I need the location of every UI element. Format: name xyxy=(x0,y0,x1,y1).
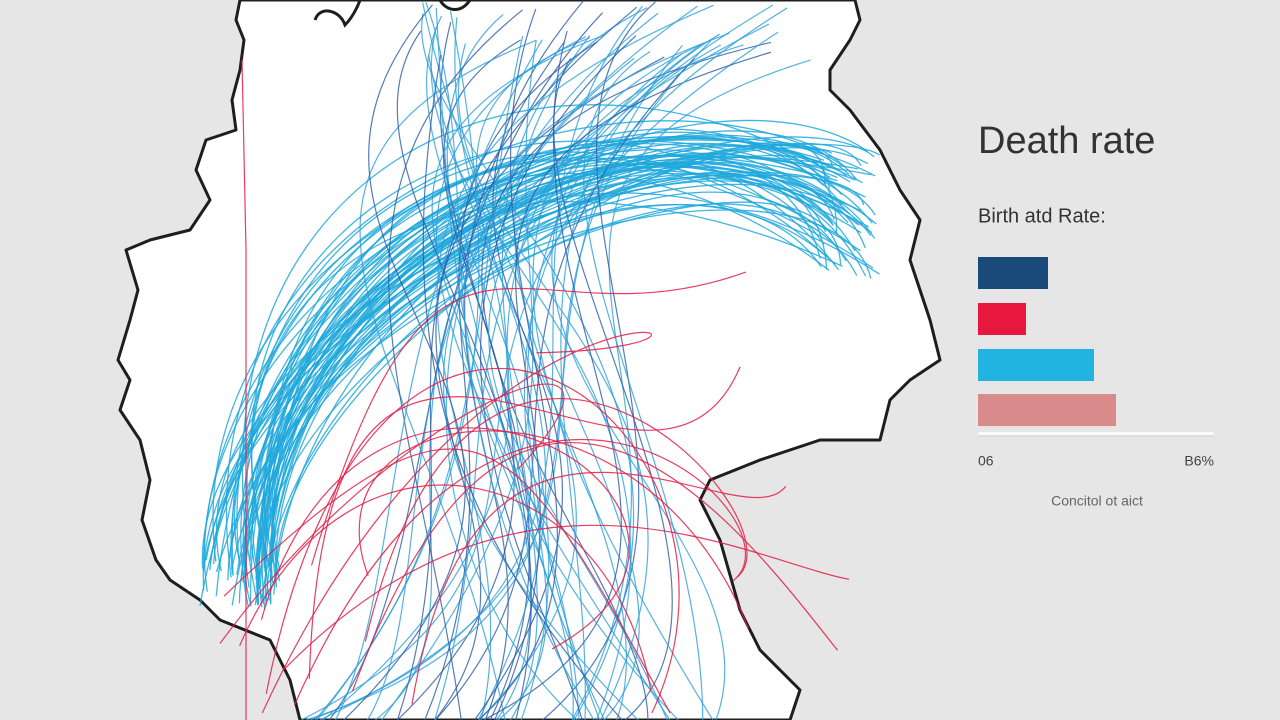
legend-caption: Concitol ot aict xyxy=(1051,493,1143,509)
flow-line xyxy=(571,59,811,720)
flow-line xyxy=(219,383,565,644)
flow-line xyxy=(445,12,659,720)
flow-lines xyxy=(199,0,881,720)
flow-line xyxy=(310,271,747,566)
coast-island xyxy=(313,0,362,28)
flow-line xyxy=(260,427,630,650)
flow-line xyxy=(425,2,595,720)
flow-line xyxy=(422,54,623,720)
flow-line xyxy=(301,31,779,720)
legend-bar xyxy=(978,394,1116,426)
flow-line xyxy=(343,4,466,720)
flow-line xyxy=(268,183,872,569)
flow-line xyxy=(293,439,746,706)
flow-line xyxy=(239,484,652,692)
flow-line xyxy=(436,4,714,720)
flow-line xyxy=(458,43,649,720)
flow-line xyxy=(310,5,644,720)
flow-line xyxy=(477,8,558,720)
flow-line xyxy=(322,37,591,720)
flow-line xyxy=(421,13,635,720)
flow-line xyxy=(263,143,881,575)
axis-end-label: B6% xyxy=(1184,453,1214,469)
flow-line xyxy=(411,471,787,705)
flow-line xyxy=(396,30,532,720)
legend-subtitle: Birth atd Rate: xyxy=(978,205,1106,227)
flow-line xyxy=(351,441,838,692)
flow-line xyxy=(255,203,858,580)
flow-line xyxy=(308,366,741,680)
flow-line xyxy=(231,139,821,576)
flow-line xyxy=(201,174,866,569)
flow-line xyxy=(209,149,821,563)
flow-line xyxy=(458,32,730,720)
flow-line xyxy=(430,26,632,720)
flow-line xyxy=(435,7,679,720)
flow-line xyxy=(261,191,847,599)
flow-line xyxy=(264,166,867,601)
legend-title: Death rate xyxy=(978,120,1155,162)
flow-line xyxy=(381,39,537,720)
flow-line xyxy=(435,36,671,720)
flow-line xyxy=(203,155,845,592)
flow-line xyxy=(359,39,536,720)
flow-line xyxy=(241,59,247,720)
flow-line xyxy=(249,163,870,561)
flow-line xyxy=(209,155,847,571)
flow-line xyxy=(264,136,875,572)
flow-line xyxy=(542,1,656,720)
flow-line xyxy=(551,53,726,720)
legend-bar xyxy=(978,257,1048,289)
flow-line xyxy=(256,131,824,604)
axis-start-label: 06 xyxy=(978,453,994,469)
flow-line xyxy=(480,35,637,720)
flow-line xyxy=(261,331,652,714)
flow-line xyxy=(506,44,744,720)
flow-line xyxy=(425,15,550,720)
flow-line xyxy=(250,140,839,566)
flow-line xyxy=(225,120,845,578)
legend-bar xyxy=(978,349,1094,381)
coast-island xyxy=(438,0,472,11)
flow-line xyxy=(483,30,622,720)
flow-line xyxy=(422,2,640,720)
flow-line xyxy=(265,368,680,714)
flow-line xyxy=(223,448,671,714)
flow-line xyxy=(583,51,704,720)
flow-line xyxy=(488,44,702,720)
flow-line xyxy=(314,35,524,720)
flow-line xyxy=(231,119,869,606)
flow-line xyxy=(494,51,772,720)
legend-bar xyxy=(978,303,1026,335)
flow-line xyxy=(532,42,714,720)
flow-line xyxy=(283,524,850,670)
flow-line xyxy=(358,430,749,629)
flow-line xyxy=(364,397,748,642)
flow-line xyxy=(501,7,648,720)
flow-line xyxy=(434,58,695,720)
flow-line xyxy=(397,39,521,720)
flow-line xyxy=(446,14,532,720)
flow-line xyxy=(334,39,543,720)
flow-line xyxy=(265,158,876,606)
flow-line xyxy=(560,33,720,720)
flow-line xyxy=(497,7,788,720)
